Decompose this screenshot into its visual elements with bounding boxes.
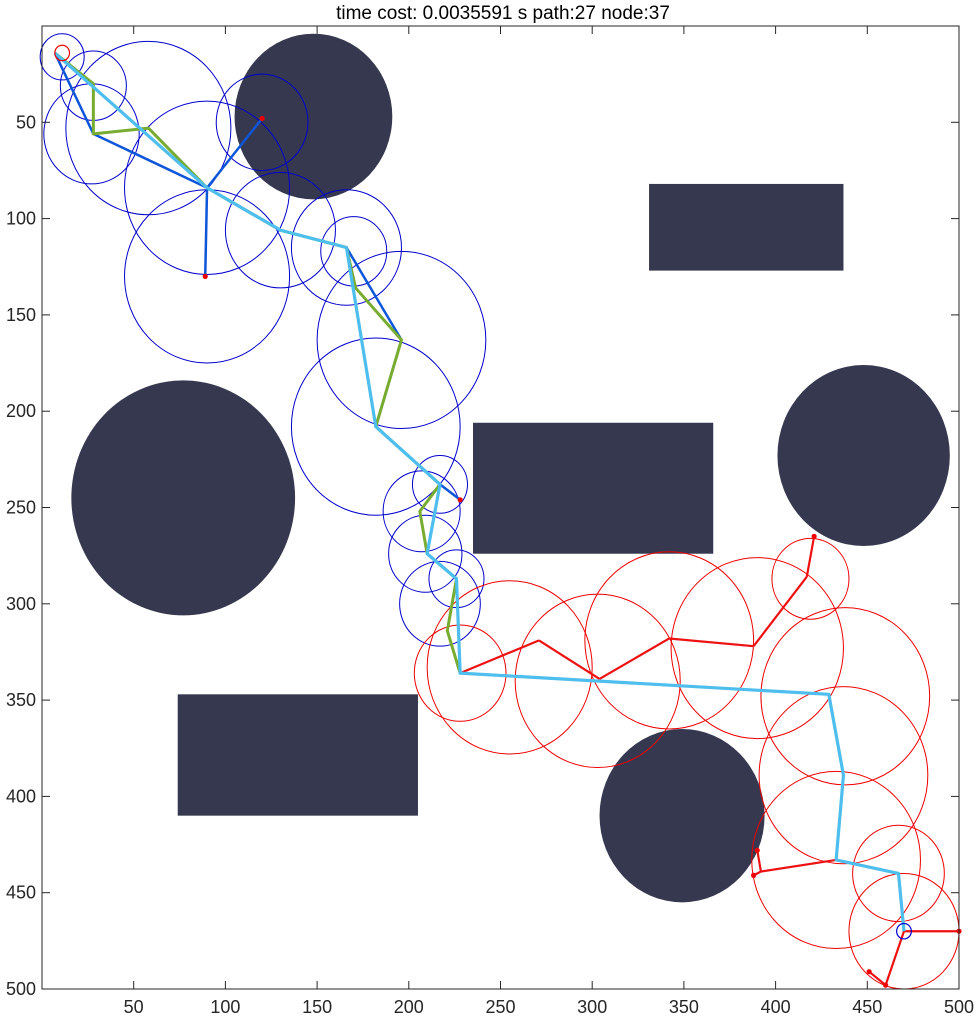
start-tree-ball [316, 250, 487, 430]
node-layer [54, 44, 962, 988]
obstacle-rect [177, 694, 418, 816]
tree-node-point [750, 872, 757, 878]
start-tree-ball [124, 100, 291, 275]
tree-node-point [883, 982, 889, 988]
goal-tree-edge [805, 536, 816, 578]
start-tree-ball [290, 337, 461, 516]
start-tree-ball [399, 560, 481, 647]
axes-layer: 50 100 150 200 250 300 350 400 450 500 50 100 150 200… [6, 25, 974, 1017]
goal-tree-edge [884, 930, 906, 986]
y-tick-label: 150 [6, 305, 36, 325]
x-tick-label: 200 [394, 997, 424, 1017]
goal-tree-ball [852, 824, 945, 923]
x-tick-label: 350 [669, 997, 699, 1017]
x-tick-label: 500 [944, 997, 974, 1017]
obstacle-rect [649, 183, 844, 271]
start-tree-ball [224, 171, 336, 289]
obstacle-circle [71, 380, 296, 616]
start-tree-edge [345, 246, 403, 341]
obstacle-layer [71, 33, 950, 903]
tree-node-point [866, 969, 872, 975]
goal-tree-edge [538, 639, 601, 680]
goal-tree-ball [771, 537, 850, 620]
start-marker [54, 44, 71, 62]
obstacle-circle [599, 728, 765, 903]
y-tick-label: 100 [6, 209, 36, 229]
goal-tree-edge [868, 970, 887, 986]
x-tick-label: 100 [210, 997, 240, 1017]
start-tree-edge [203, 187, 209, 277]
tree-node-point [202, 273, 208, 279]
tree-edges-layer [53, 52, 959, 986]
final-path-line [53, 51, 906, 932]
path-layer [53, 51, 906, 932]
x-tick-label: 50 [124, 997, 144, 1017]
tree-node-point [754, 847, 760, 853]
y-tick-label: 500 [6, 979, 36, 999]
goal-tree-ball [758, 686, 929, 865]
x-tick-label: 150 [302, 997, 332, 1017]
start-tree-edge [92, 132, 208, 189]
x-tick-label: 300 [577, 997, 607, 1017]
goal-tree-ball [760, 607, 931, 786]
chart-title: time cost: 0.0035591 s path:27 node:37 [336, 3, 670, 24]
y-tick-label: 300 [6, 594, 36, 614]
goal-tree-edge [669, 637, 754, 648]
start-tree-ball [411, 454, 468, 514]
goal-tree-edge [752, 576, 808, 647]
goal-tree-ball [670, 557, 844, 740]
tree-node-point [457, 497, 463, 503]
start-tree-edge [439, 483, 461, 501]
goal-tree-ball [584, 551, 755, 730]
start-tree-ball [382, 470, 461, 553]
goal-tree-edge [760, 858, 837, 873]
obstacle-rect [472, 422, 714, 554]
obstacle-circle [234, 33, 393, 200]
start-tree-ball [388, 514, 463, 593]
x-tick-label: 400 [761, 997, 791, 1017]
start-tree-ball [290, 189, 402, 306]
x-tick-label: 250 [485, 997, 515, 1017]
goal-marker [896, 922, 912, 940]
y-tick-label: 250 [6, 498, 36, 518]
start-tree-edge [53, 52, 95, 135]
y-tick-label: 200 [6, 401, 36, 421]
start-tree-edge [206, 117, 264, 189]
goal-tree-ball [413, 624, 507, 722]
x-tick-label: 450 [852, 997, 882, 1017]
y-tick-label: 450 [6, 883, 36, 903]
goal-tree-edge [598, 637, 670, 680]
start-tree-ball [215, 73, 309, 171]
tree-balls-layer [39, 33, 960, 990]
start-tree-ball [39, 33, 85, 81]
goal-tree-edge [756, 850, 763, 872]
y-tick-label: 50 [16, 112, 36, 132]
goal-tree-ball [426, 580, 593, 755]
y-tick-label: 350 [6, 690, 36, 710]
start-tree-ball [43, 83, 140, 185]
goal-tree-ball [751, 770, 921, 950]
tree-node-point [259, 115, 265, 122]
goal-tree-edge [459, 639, 540, 675]
tree-node-point [811, 533, 817, 539]
obstacle-circle [777, 364, 950, 547]
y-tick-label: 400 [6, 786, 36, 806]
